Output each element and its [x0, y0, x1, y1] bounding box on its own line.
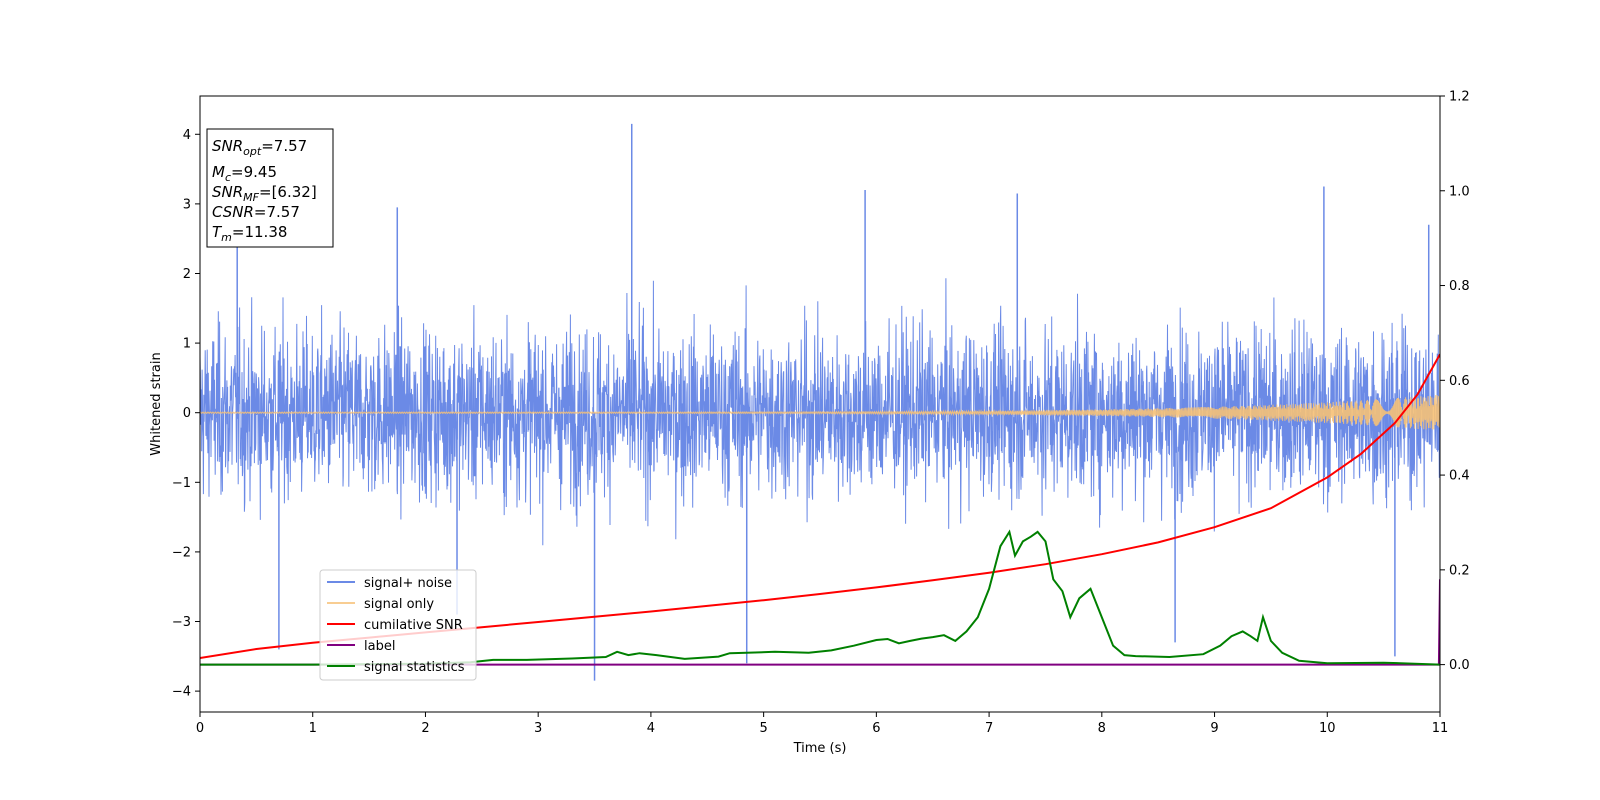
x-tick-label: 1: [309, 721, 317, 736]
axes: 0 1 2 3 4 5 6 7 8 9 10 11 −4 −3 −2 −1 0 1 2 3 4 0.0 0.2 0.4 0.6 0…: [172, 90, 1470, 737]
legend-label-signal-noise: signal+ noise: [364, 576, 452, 591]
plot-frame: [199, 95, 1441, 713]
x-tick-label: 4: [647, 721, 655, 736]
y2-tick-label: 1.2: [1449, 90, 1470, 105]
y2-tick-label: 0.8: [1449, 279, 1470, 294]
x-tick-label: 11: [1432, 721, 1449, 736]
y2-tick-label: 0.2: [1449, 563, 1470, 578]
y-tick-label: 4: [183, 128, 191, 143]
y-tick-label: −1: [172, 476, 191, 491]
info-snr-mf: SNRMF=[6.32]: [212, 183, 317, 204]
legend-label-signal-only: signal only: [364, 597, 434, 612]
y-axis-label: Whitened strain: [149, 352, 164, 455]
y-tick-label: 1: [183, 337, 191, 352]
x-axis-label: Time (s): [793, 741, 847, 756]
x-tick-label: 6: [872, 721, 880, 736]
y2-tick-label: 0.0: [1449, 658, 1470, 673]
x-tick-label: 8: [1098, 721, 1106, 736]
x-tick-label: 2: [421, 721, 429, 736]
info-tm: Tm=11.38: [212, 223, 287, 244]
legend-label-cumulative-snr: cumilative SNR: [364, 618, 463, 633]
legend: signal+ noise signal only cumilative SNR…: [319, 569, 477, 681]
series-signal-only: [200, 395, 1440, 430]
info-mc: Mc=9.45: [212, 163, 277, 184]
x-tick-label: 5: [759, 721, 767, 736]
x-tick-label: 10: [1319, 721, 1336, 736]
legend-label-signal-statistics: signal statistics: [364, 660, 465, 675]
x-tick-label: 7: [985, 721, 993, 736]
info-box-frame: [206, 128, 334, 248]
info-csnr: CSNR=7.57: [212, 203, 300, 221]
y2-tick-label: 1.0: [1449, 184, 1470, 199]
y-tick-label: 0: [183, 406, 191, 421]
x-tick-label: 0: [196, 721, 204, 736]
legend-label-label: label: [364, 639, 395, 654]
plot-area: [200, 123, 1440, 681]
info-snr-opt: SNRopt=7.57: [212, 137, 307, 158]
y2-tick-label: 0.4: [1449, 469, 1470, 484]
info-box: SNRopt=7.57 Mc=9.45 SNRMF=[6.32] CSNR=7.…: [206, 128, 334, 248]
legend-frame: [319, 569, 477, 681]
y-tick-label: 2: [183, 267, 191, 282]
series-signal-statistics: [200, 529, 1440, 666]
x-tick-label: 3: [534, 721, 542, 736]
y-tick-label: 3: [183, 197, 191, 212]
x-tick-label: 9: [1210, 721, 1218, 736]
y-tick-label: −3: [172, 615, 191, 630]
y-tick-label: −4: [172, 685, 191, 700]
y2-tick-label: 0.6: [1449, 374, 1470, 389]
y-tick-label: −2: [172, 545, 191, 560]
